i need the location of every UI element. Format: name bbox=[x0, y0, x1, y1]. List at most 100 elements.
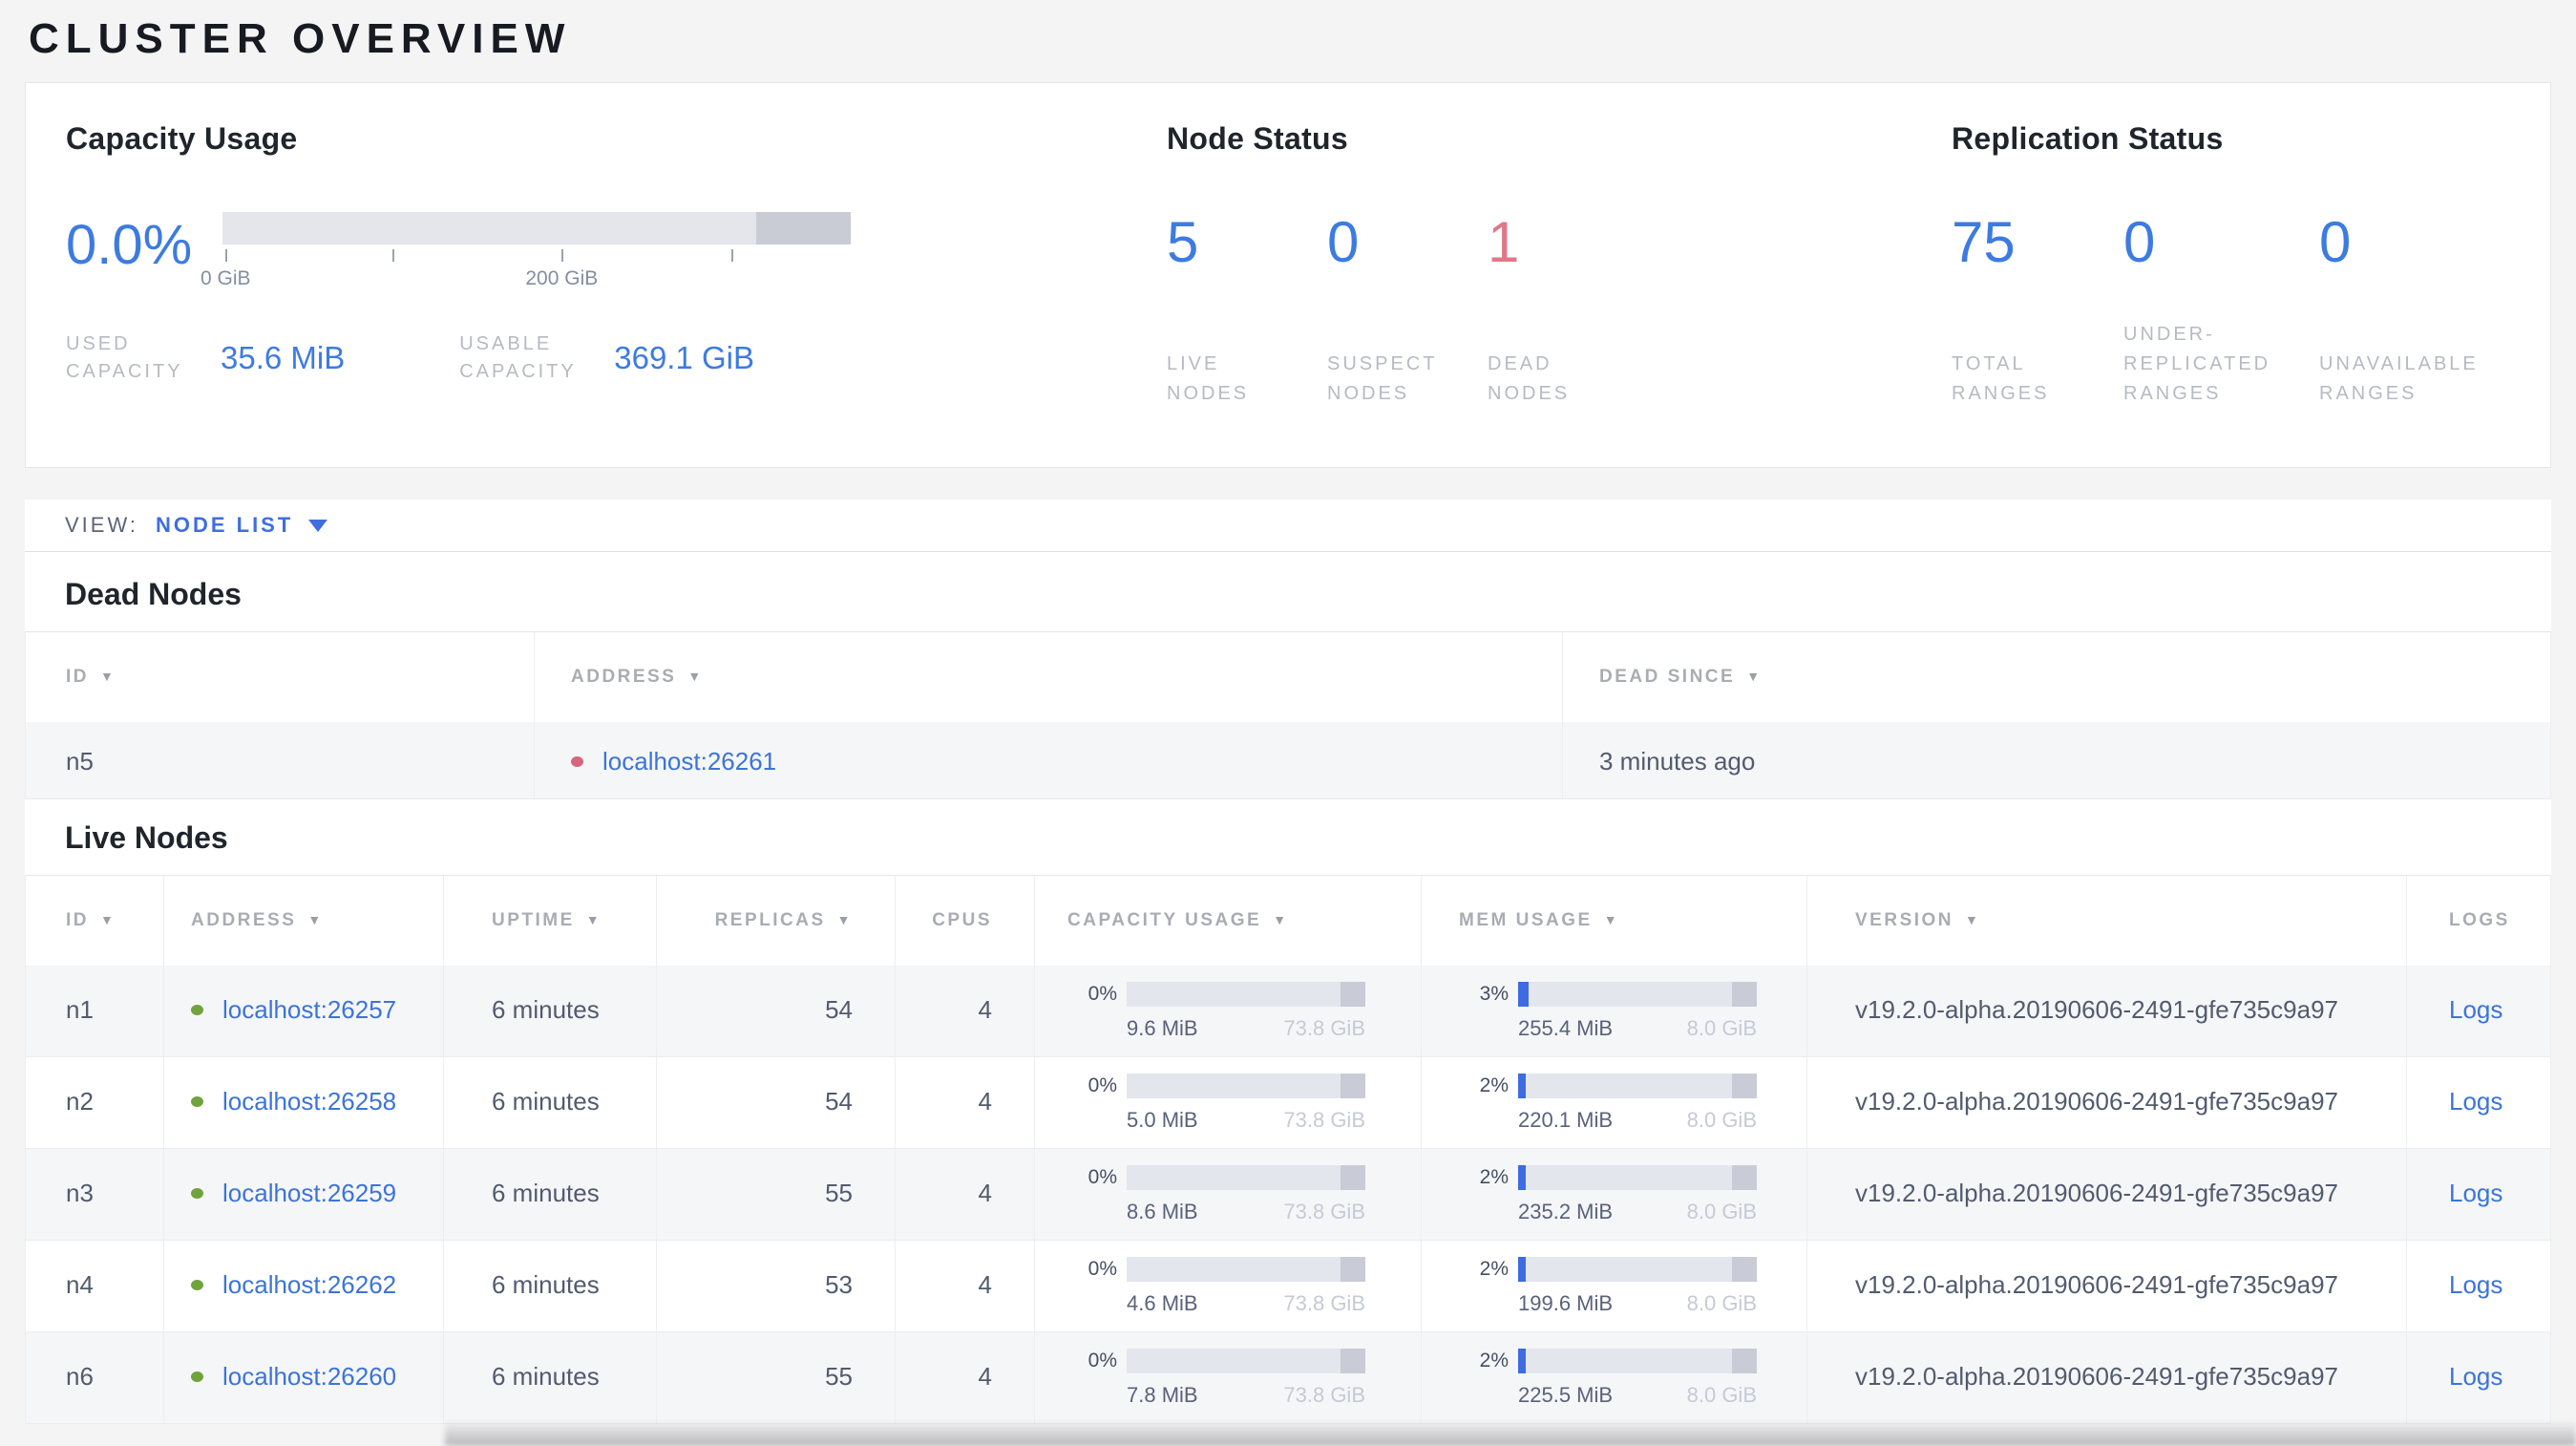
usage-bar-row: 0% bbox=[1067, 1349, 1365, 1373]
usage-bar-fill bbox=[1518, 982, 1529, 1007]
capacity-bar-track bbox=[222, 212, 851, 245]
column-header-mem-usage[interactable]: MEM USAGE ▼ bbox=[1422, 876, 1807, 966]
cpus-cell: 4 bbox=[896, 1241, 1035, 1331]
address: localhost:26261 bbox=[571, 747, 776, 776]
stat-value: 1 bbox=[1488, 210, 1520, 274]
column-header-label: MEM USAGE bbox=[1459, 910, 1593, 930]
usage-used-value: 220.1 MiB bbox=[1518, 1108, 1614, 1132]
logs-link[interactable]: Logs bbox=[2449, 995, 2503, 1024]
node-address-link[interactable]: localhost:26260 bbox=[222, 1362, 397, 1391]
node-address-cell: localhost:26261 bbox=[535, 722, 1563, 798]
address: localhost:26257 bbox=[191, 995, 396, 1025]
column-header-replicas[interactable]: REPLICAS ▼ bbox=[657, 876, 896, 966]
column-header-id[interactable]: ID ▼ bbox=[25, 876, 164, 966]
logs-link[interactable]: Logs bbox=[2449, 1270, 2503, 1299]
column-header-label: LOGS bbox=[2449, 910, 2510, 930]
usage-percent-label: 0% bbox=[1087, 1166, 1117, 1188]
usage-bar-track bbox=[1518, 1349, 1757, 1373]
capacity-usage-cell: 0% 9.6 MiB 73.8 GiB bbox=[1035, 966, 1422, 1056]
address: localhost:26258 bbox=[191, 1087, 396, 1116]
usable-capacity-stat: USABLE CAPACITY 369.1 GiB bbox=[459, 330, 754, 386]
usage-bar-end-segment bbox=[1341, 982, 1365, 1007]
usage-total-value: 73.8 GiB bbox=[1283, 1291, 1365, 1315]
uptime-cell: 6 minutes bbox=[444, 1149, 657, 1240]
usage-values-row: 5.0 MiB 73.8 GiB bbox=[1127, 1108, 1365, 1133]
view-selector-dropdown[interactable]: NODE LIST bbox=[156, 513, 328, 538]
sort-desc-icon: ▼ bbox=[307, 912, 324, 927]
usage-bar-track bbox=[1518, 1257, 1757, 1282]
logs-link[interactable]: Logs bbox=[2449, 1179, 2503, 1207]
usable-capacity-value: 369.1 GiB bbox=[614, 340, 754, 375]
node-address-link[interactable]: localhost:26262 bbox=[222, 1270, 397, 1299]
replicas-cell: 54 bbox=[657, 966, 896, 1056]
logs-link[interactable]: Logs bbox=[2449, 1362, 2503, 1391]
usage-total-value: 8.0 GiB bbox=[1686, 1291, 1757, 1315]
view-label: VIEW: bbox=[65, 513, 138, 537]
column-header-uptime[interactable]: UPTIME ▼ bbox=[444, 876, 657, 966]
cpus-cell: 4 bbox=[896, 966, 1035, 1056]
column-header-address[interactable]: ADDRESS ▼ bbox=[164, 876, 444, 966]
dead-status-dot-icon bbox=[571, 756, 583, 767]
node-address-cell: localhost:26260 bbox=[164, 1332, 444, 1423]
node-id-cell: n2 bbox=[25, 1057, 164, 1148]
replication-status-section: Replication Status 75 TOTAL RANGES 0 UNDER-… bbox=[1915, 121, 2550, 467]
sort-desc-icon: ▼ bbox=[1603, 912, 1620, 927]
usable-capacity-label: USABLE CAPACITY bbox=[459, 333, 577, 382]
live-nodes-heading: Live Nodes bbox=[65, 820, 228, 855]
usage-percent-label: 2% bbox=[1479, 1350, 1509, 1372]
node-id-cell: n6 bbox=[25, 1332, 164, 1423]
usage-bar-end-segment bbox=[1732, 1165, 1757, 1190]
column-header-label: UPTIME bbox=[492, 910, 575, 930]
logs-cell: Logs bbox=[2407, 1332, 2551, 1423]
version-cell: v19.2.0-alpha.20190606-2491-gfe735c9a97 bbox=[1807, 1241, 2407, 1331]
usage-bar-row: 0% bbox=[1067, 1257, 1365, 1282]
axis-tick bbox=[730, 249, 733, 262]
cluster-summary-card: Capacity Usage 0.0% 0 GiB 200 GiB USED CA… bbox=[25, 82, 2551, 468]
usage-values-row: 7.8 MiB 73.8 GiB bbox=[1127, 1383, 1365, 1408]
logs-cell: Logs bbox=[2407, 1057, 2551, 1148]
usage-total-value: 73.8 GiB bbox=[1283, 1383, 1365, 1407]
column-header-version[interactable]: VERSION ▼ bbox=[1807, 876, 2407, 966]
replicas-cell: 55 bbox=[657, 1149, 896, 1240]
node-address-link[interactable]: localhost:26258 bbox=[222, 1087, 397, 1116]
dead-nodes-table-body: n5 localhost:26261 3 minutes ago bbox=[25, 722, 2551, 799]
stat-label: UNDER-REPLICATED RANGES bbox=[2123, 324, 2271, 404]
column-header-label: REPLICAS bbox=[714, 910, 826, 930]
usage-percent-label: 0% bbox=[1087, 1350, 1117, 1372]
node-list-section: VIEW: NODE LIST Dead Nodes ID ▼ ADDRESS ▼ DE… bbox=[25, 500, 2551, 1424]
usage-bar-end-segment bbox=[1732, 982, 1757, 1007]
capacity-usage-cell: 0% 5.0 MiB 73.8 GiB bbox=[1035, 1057, 1422, 1148]
live-status-dot-icon bbox=[191, 1372, 203, 1382]
capacity-bar-ticks: 0 GiB 200 GiB bbox=[201, 245, 851, 294]
column-header-capacity-usage[interactable]: CAPACITY USAGE ▼ bbox=[1035, 876, 1422, 966]
sort-desc-icon: ▼ bbox=[100, 669, 116, 684]
table-row: n6 localhost:26260 6 minutes 55 4 0% 7.8 MiB 73… bbox=[25, 1332, 2551, 1424]
column-header-label: CAPACITY USAGE bbox=[1067, 910, 1262, 930]
logs-link[interactable]: Logs bbox=[2449, 1087, 2503, 1116]
node-address-link[interactable]: localhost:26261 bbox=[602, 747, 777, 776]
replication-status-title: Replication Status bbox=[1952, 121, 2224, 156]
replication-status-stats: 75 TOTAL RANGES 0 UNDER-REPLICATED RANGES 0 U… bbox=[1952, 214, 2550, 409]
live-nodes-table-body: n1 localhost:26257 6 minutes 54 4 0% 9.6 MiB 73… bbox=[25, 966, 2551, 1424]
view-bar: VIEW: NODE LIST bbox=[25, 500, 2551, 552]
uptime-cell: 6 minutes bbox=[444, 966, 657, 1056]
replicas-cell: 53 bbox=[657, 1241, 896, 1331]
table-row: n3 localhost:26259 6 minutes 55 4 0% 8.6 MiB 73… bbox=[25, 1149, 2551, 1241]
usage-bar-fill bbox=[1518, 1257, 1526, 1282]
usage-used-value: 8.6 MiB bbox=[1127, 1200, 1198, 1223]
bottom-scroll-shadow bbox=[445, 1420, 2576, 1446]
node-address-link[interactable]: localhost:26259 bbox=[222, 1179, 397, 1207]
usage-bar-end-segment bbox=[1341, 1349, 1365, 1373]
dead-since-cell: 3 minutes ago bbox=[1563, 722, 2551, 798]
column-header-address[interactable]: ADDRESS ▼ bbox=[535, 632, 1563, 722]
usage-percent-label: 2% bbox=[1479, 1166, 1509, 1188]
column-header-id[interactable]: ID ▼ bbox=[25, 632, 535, 722]
column-header-dead-since[interactable]: DEAD SINCE ▼ bbox=[1563, 632, 2551, 722]
dead-nodes-heading: Dead Nodes bbox=[65, 577, 242, 611]
usage-bar-track bbox=[1518, 1165, 1757, 1190]
usage-used-value: 7.8 MiB bbox=[1127, 1383, 1198, 1407]
stat-value: 75 bbox=[1952, 210, 2016, 274]
capacity-percent-value: 0.0% bbox=[66, 214, 193, 276]
usage-values-row: 4.6 MiB 73.8 GiB bbox=[1127, 1291, 1365, 1316]
node-address-link[interactable]: localhost:26257 bbox=[222, 995, 397, 1024]
